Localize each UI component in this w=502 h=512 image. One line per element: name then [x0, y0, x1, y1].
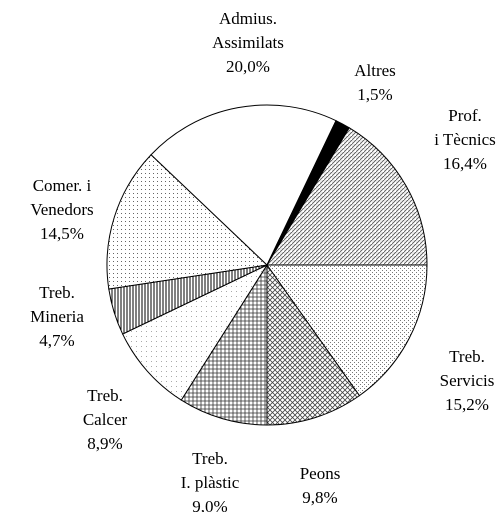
pie-slice — [266, 127, 428, 266]
slice-label: Treb. — [39, 283, 75, 302]
slice-label: Treb. — [192, 449, 228, 468]
slice-label: Prof. — [448, 106, 482, 125]
value-label: 20,0% — [226, 57, 270, 76]
value-label: 4,7% — [39, 331, 74, 350]
slice-label: Calcer — [83, 410, 128, 429]
value-label: 8,9% — [87, 434, 122, 453]
slice-label: Treb. — [449, 347, 485, 366]
slice-label: I. plàstic — [181, 473, 240, 492]
slice-label: Venedors — [30, 200, 93, 219]
slice-label: Servicis — [440, 371, 495, 390]
value-label: 1,5% — [357, 85, 392, 104]
pie-slice — [106, 154, 269, 290]
slice-label: Comer. i — [33, 176, 92, 195]
value-label: 14,5% — [40, 224, 84, 243]
slice-label: Mineria — [30, 307, 84, 326]
slice-label: Peons — [300, 464, 341, 483]
pie-slice — [266, 264, 428, 397]
slice-label: Assimilats — [212, 33, 284, 52]
slice-label: Treb. — [87, 386, 123, 405]
value-label: 9,8% — [302, 488, 337, 507]
slice-label: i Tècnics — [434, 130, 496, 149]
value-label: 15,2% — [445, 395, 489, 414]
value-label: 16,4% — [443, 154, 487, 173]
pie-slice — [121, 263, 269, 401]
value-label: 9,0% — [192, 497, 227, 512]
pie-slice — [266, 263, 361, 426]
slice-label: Altres — [354, 61, 396, 80]
pie-slice — [150, 104, 337, 266]
slice-label: Admius. — [219, 9, 277, 28]
pie-slice — [180, 263, 268, 426]
